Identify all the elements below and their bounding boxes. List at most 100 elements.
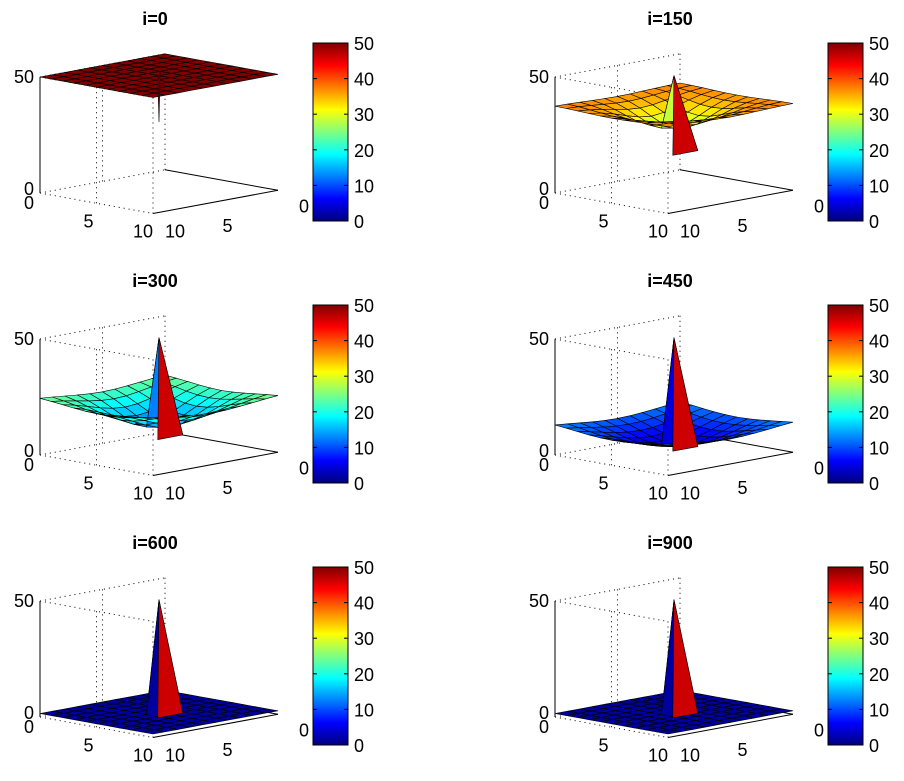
colorbar: 0 10 20 30 40 50 xyxy=(827,34,889,232)
grid-line xyxy=(554,53,681,78)
colorbar-tick-label: 40 xyxy=(869,594,889,614)
surface-patch xyxy=(254,71,279,77)
axis-line-x xyxy=(152,713,279,738)
colorbar: 0 10 20 30 40 50 xyxy=(827,558,889,756)
axis-line-x xyxy=(152,189,279,214)
ytick-label: 10 xyxy=(680,746,700,766)
colorbar-tick-label: 50 xyxy=(869,296,889,316)
colorbar-tick-label: 40 xyxy=(354,332,374,352)
colorbar-gradient xyxy=(312,566,349,746)
colorbar-tick-label: 10 xyxy=(869,700,889,720)
colorbar-tick-label: 30 xyxy=(869,105,889,125)
spike-face-right xyxy=(157,337,184,440)
grid-line xyxy=(39,454,154,476)
colorbar-tick-label: 40 xyxy=(869,332,889,352)
grid-line xyxy=(554,169,681,194)
grid-line xyxy=(39,169,166,194)
xtick-label: 5 xyxy=(83,735,93,755)
ytick-label: 0 xyxy=(299,196,309,216)
subplot-title: i=150 xyxy=(647,9,693,29)
colorbar: 0 10 20 30 40 50 xyxy=(827,296,889,494)
ytick-label: 0 xyxy=(24,455,34,475)
grid-line xyxy=(554,600,669,622)
spike xyxy=(157,71,161,123)
surface-patch xyxy=(254,708,279,714)
surface xyxy=(554,75,794,156)
colorbar-tick-label: 10 xyxy=(354,700,374,720)
colorbar-tick-label: 50 xyxy=(869,558,889,578)
surface-patch xyxy=(769,708,794,714)
grid-line xyxy=(39,192,154,214)
surface-patch xyxy=(254,394,279,400)
colorbar-gradient xyxy=(827,566,864,746)
ytick-label: 10 xyxy=(165,222,185,242)
ytick-label: 10 xyxy=(680,222,700,242)
xtick-label: 10 xyxy=(133,222,153,242)
colorbar-tick-label: 30 xyxy=(354,367,374,387)
colorbar-tick-label: 50 xyxy=(354,558,374,578)
axis-line-x xyxy=(152,451,279,476)
xtick-label: 10 xyxy=(648,484,668,504)
ztick-label: 50 xyxy=(529,591,549,611)
colorbar-tick-label: 10 xyxy=(869,176,889,196)
ztick-label: 0 xyxy=(539,441,549,461)
subplot-title: i=900 xyxy=(647,533,693,553)
colorbar-tick-label: 0 xyxy=(869,212,879,232)
colorbar-gradient xyxy=(312,304,349,484)
axes-box xyxy=(39,315,279,476)
ztick-label: 50 xyxy=(14,591,34,611)
axis-line-y xyxy=(164,169,279,191)
colorbar: 0 10 20 30 40 50 xyxy=(312,558,374,756)
subplot-title: i=0 xyxy=(142,9,168,29)
xtick-label: 10 xyxy=(648,222,668,242)
ytick-label: 0 xyxy=(814,196,824,216)
ztick-label: 0 xyxy=(24,441,34,461)
colorbar: 0 10 20 30 40 50 xyxy=(312,34,374,232)
colorbar-tick-label: 50 xyxy=(869,34,889,54)
ytick-label: 5 xyxy=(222,740,232,760)
xtick-label: 10 xyxy=(133,484,153,504)
grid-line xyxy=(39,577,166,602)
ytick-label: 0 xyxy=(539,193,549,213)
colorbar-tick-label: 10 xyxy=(354,438,374,458)
axis-line-y xyxy=(164,431,279,453)
colorbar-tick-label: 20 xyxy=(354,141,374,161)
grid-line xyxy=(554,577,681,602)
surface xyxy=(554,337,794,452)
grid-line xyxy=(554,192,669,214)
colorbar-tick-label: 10 xyxy=(869,438,889,458)
colorbar-tick-label: 30 xyxy=(869,367,889,387)
xtick-label: 5 xyxy=(83,211,93,231)
ztick-label: 0 xyxy=(24,703,34,723)
colorbar-tick-label: 20 xyxy=(354,665,374,685)
colorbar-tick-label: 0 xyxy=(354,736,364,756)
ytick-label: 10 xyxy=(680,484,700,504)
colorbar-tick-label: 20 xyxy=(869,403,889,423)
grid-line xyxy=(554,338,669,360)
ztick-label: 50 xyxy=(529,329,549,349)
surface xyxy=(39,53,279,123)
grid-line xyxy=(39,600,154,622)
grid-line xyxy=(554,716,669,738)
colorbar-tick-label: 50 xyxy=(354,296,374,316)
colorbar-tick-label: 20 xyxy=(354,403,374,423)
grid-line xyxy=(554,315,681,340)
xtick-label: 5 xyxy=(83,473,93,493)
subplot-title: i=600 xyxy=(132,533,178,553)
colorbar-tick-label: 30 xyxy=(354,629,374,649)
surface-patch xyxy=(769,421,794,427)
axis-line-y xyxy=(679,169,794,191)
colorbar-tick-label: 20 xyxy=(869,141,889,161)
surface xyxy=(39,337,279,440)
colorbar-gradient xyxy=(827,304,864,484)
colorbar-tick-label: 50 xyxy=(354,34,374,54)
ytick-label: 5 xyxy=(737,478,747,498)
colorbar: 0 10 20 30 40 50 xyxy=(312,296,374,494)
colorbar-tick-label: 40 xyxy=(354,70,374,90)
grid-line xyxy=(554,454,669,476)
